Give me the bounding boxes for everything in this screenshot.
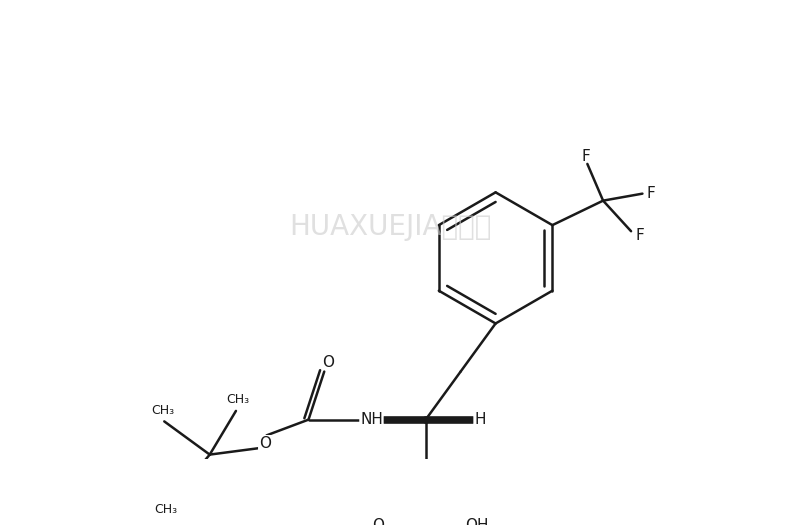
Text: CH₃: CH₃ [151,404,174,416]
Text: HUAXUEJIA化学加: HUAXUEJIA化学加 [290,213,492,242]
Text: CH₃: CH₃ [154,503,177,516]
Text: H: H [474,412,486,427]
Text: NH: NH [360,412,383,427]
Text: F: F [581,149,590,164]
Text: O: O [373,518,384,525]
Text: OH: OH [465,518,489,525]
Text: O: O [322,355,334,370]
Text: CH₃: CH₃ [226,393,249,406]
Text: O: O [259,436,271,451]
Text: F: F [647,186,656,201]
Text: F: F [635,228,644,243]
